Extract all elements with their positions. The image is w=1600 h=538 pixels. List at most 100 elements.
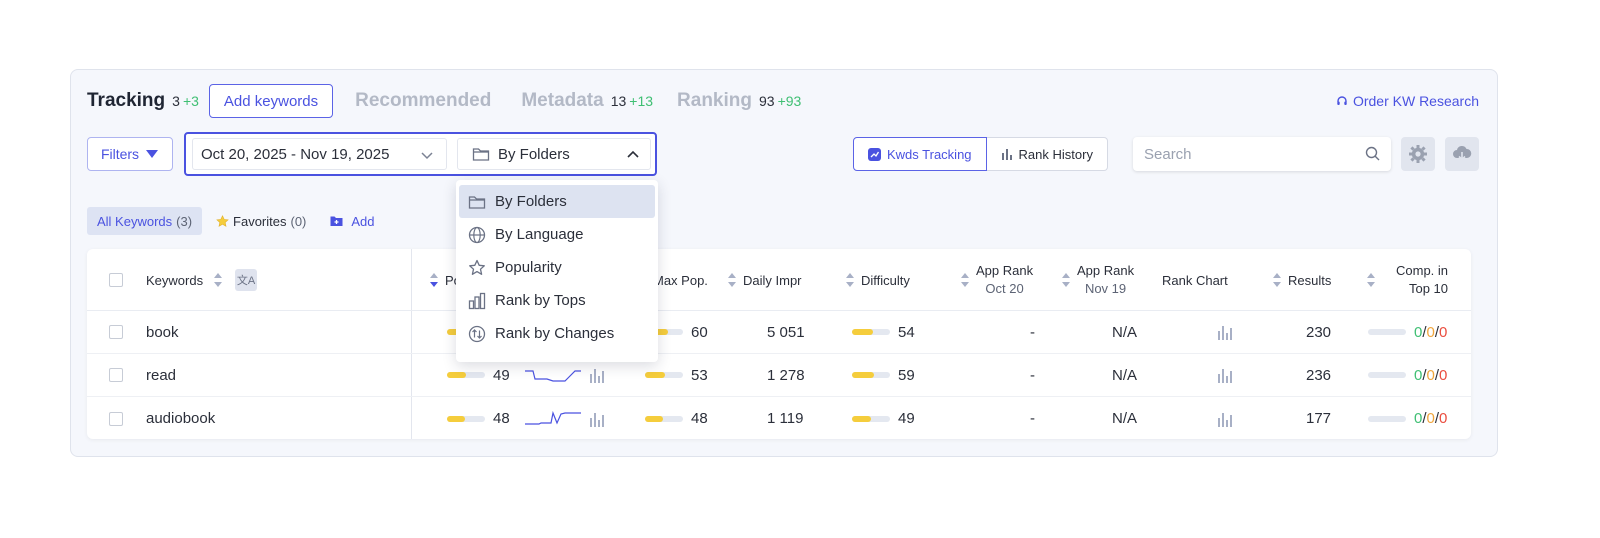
search-icon[interactable] (1365, 146, 1380, 161)
sort-icon (728, 273, 736, 287)
date-range-select[interactable]: Oct 20, 2025 - Nov 19, 2025 (192, 138, 447, 170)
bar-chart-icon (1001, 149, 1012, 160)
header-daily-impr[interactable]: Daily Impr (727, 249, 802, 311)
table-row[interactable]: audiobook 48 48 1 119 49 - N/A 177 0/0/0 (87, 397, 1471, 439)
dropdown-item-rank-by-tops[interactable]: Rank by Tops (459, 284, 655, 317)
comp-bar (1368, 329, 1406, 335)
add-folder-label: Add (351, 213, 375, 229)
table-row[interactable]: read 49 53 1 278 59 - N/A 236 0/0/0 (87, 354, 1471, 397)
tab-metadata[interactable]: Metadata 13 +13 (521, 90, 653, 112)
tab-ranking[interactable]: Ranking 93 +93 (677, 90, 801, 112)
all-keywords-count: (3) (176, 213, 193, 229)
rank-chart-icon[interactable] (1217, 324, 1235, 340)
settings-button[interactable] (1401, 137, 1435, 171)
date-group-combo: Oct 20, 2025 - Nov 19, 2025 By Folders (184, 132, 657, 176)
folder-icon (472, 148, 490, 161)
group-by-select[interactable]: By Folders (457, 138, 651, 170)
header-app-rank-nov19-label: App Rank (1077, 263, 1135, 278)
header-results-label: Results (1288, 272, 1332, 288)
max-pop-value: 48 (691, 410, 708, 427)
header-keywords[interactable]: Keywords 文A (146, 249, 258, 311)
column-divider (411, 249, 412, 439)
results-cell: 177 (1306, 410, 1332, 427)
max-pop-bar (645, 372, 683, 378)
keyword-cell[interactable]: book (146, 323, 179, 341)
header-app-rank-nov19[interactable]: App Rank Nov 19 (1061, 249, 1134, 311)
rank-chart-cell[interactable] (1217, 311, 1235, 353)
dropdown-item-label: Popularity (495, 259, 562, 276)
keyword-filter-bar: All Keywords (3) Favorites (0) Add (87, 207, 375, 235)
popularity-bar (447, 415, 485, 422)
header-rank-chart: Rank Chart (1162, 249, 1228, 311)
rank-chart-icon[interactable] (1217, 367, 1235, 383)
difficulty-cell: 54 (852, 311, 915, 353)
gear-icon (1409, 145, 1427, 163)
filters-label: Filters (100, 146, 140, 162)
popularity-sparkline (525, 370, 581, 382)
view-toggle: Kwds Tracking Rank History (853, 137, 1108, 171)
star-icon (216, 214, 229, 227)
rank-history-label: Rank History (1018, 146, 1093, 162)
header-max-pop[interactable]: Max Pop. (653, 249, 708, 311)
header-results[interactable]: Results (1272, 249, 1331, 311)
export-button[interactable] (1445, 137, 1479, 171)
filters-button[interactable]: Filters (87, 137, 173, 171)
rank-chart-cell[interactable] (1217, 397, 1235, 439)
max-pop-cell: 48 (645, 397, 708, 439)
difficulty-bar (852, 329, 890, 335)
chevron-up-icon (627, 150, 639, 158)
comp-top10-cell: 0/0/0 (1368, 311, 1447, 353)
translate-icon[interactable]: 文A (235, 269, 258, 291)
dropdown-item-by-language[interactable]: By Language (459, 218, 655, 251)
popularity-sparkline (525, 410, 581, 425)
swap-icon (468, 325, 486, 342)
max-pop-cell: 53 (645, 354, 708, 396)
popularity-value: 49 (493, 366, 510, 384)
row-checkbox[interactable] (109, 368, 123, 382)
comp-green-value: 0 (1414, 410, 1423, 427)
header-app-rank-oct20[interactable]: App Rank Oct 20 (960, 249, 1033, 311)
dropdown-item-popularity[interactable]: Popularity (459, 251, 655, 284)
chevron-down-icon (421, 152, 433, 160)
add-keywords-button[interactable]: Add keywords (208, 84, 334, 118)
search-box (1133, 137, 1391, 171)
rank-history-toggle[interactable]: Rank History (986, 137, 1108, 171)
trend-icon (868, 147, 881, 161)
rank-chart-icon[interactable] (1217, 411, 1235, 427)
tab-recommended[interactable]: Recommended (355, 90, 491, 112)
add-folder-button[interactable]: Add (330, 213, 375, 229)
rank-oct20-cell: - (1030, 366, 1035, 384)
select-all-checkbox[interactable] (109, 273, 123, 287)
tab-tracking[interactable]: Tracking 3 +3 (87, 90, 199, 112)
bar-chart-icon[interactable] (589, 411, 607, 427)
difficulty-cell: 49 (852, 397, 915, 439)
folder-icon (468, 195, 486, 209)
header-daily-impr-label: Daily Impr (743, 272, 802, 288)
keyword-cell[interactable]: read (146, 366, 177, 384)
header-comp-top10[interactable]: Comp. in Top 10 (1366, 249, 1448, 311)
rank-chart-cell[interactable] (1217, 354, 1235, 396)
row-checkbox[interactable] (109, 325, 123, 339)
order-kw-research-link[interactable]: Order KW Research (1336, 93, 1479, 109)
keywords-panel: Tracking 3 +3 Add keywords Recommended M… (70, 69, 1498, 457)
table-row[interactable]: book 60 5 051 54 - N/A 230 0/0/0 (87, 311, 1471, 354)
headset-icon (1337, 96, 1347, 105)
sort-icon (846, 273, 854, 287)
keyword-cell[interactable]: audiobook (146, 410, 216, 427)
search-input[interactable] (1144, 145, 1354, 163)
date-range-value: Oct 20, 2025 - Nov 19, 2025 (201, 145, 390, 163)
all-keywords-chip[interactable]: All Keywords (3) (87, 207, 203, 235)
header-difficulty[interactable]: Difficulty (845, 249, 910, 311)
kwds-tracking-toggle[interactable]: Kwds Tracking (853, 137, 987, 171)
dropdown-item-rank-by-changes[interactable]: Rank by Changes (459, 317, 655, 350)
bar-chart-icon[interactable] (589, 367, 607, 383)
tab-tracking-count: 3 (172, 93, 180, 109)
dropdown-item-by-folders[interactable]: By Folders (459, 185, 655, 218)
kwds-tracking-label: Kwds Tracking (887, 146, 972, 162)
popularity-value: 48 (493, 410, 510, 427)
popularity-cell: 48 (447, 397, 607, 439)
tab-metadata-delta: +13 (629, 93, 654, 109)
dropdown-item-label: By Language (495, 226, 584, 243)
row-checkbox[interactable] (109, 411, 123, 426)
favorites-chip[interactable]: Favorites (0) (216, 214, 306, 229)
